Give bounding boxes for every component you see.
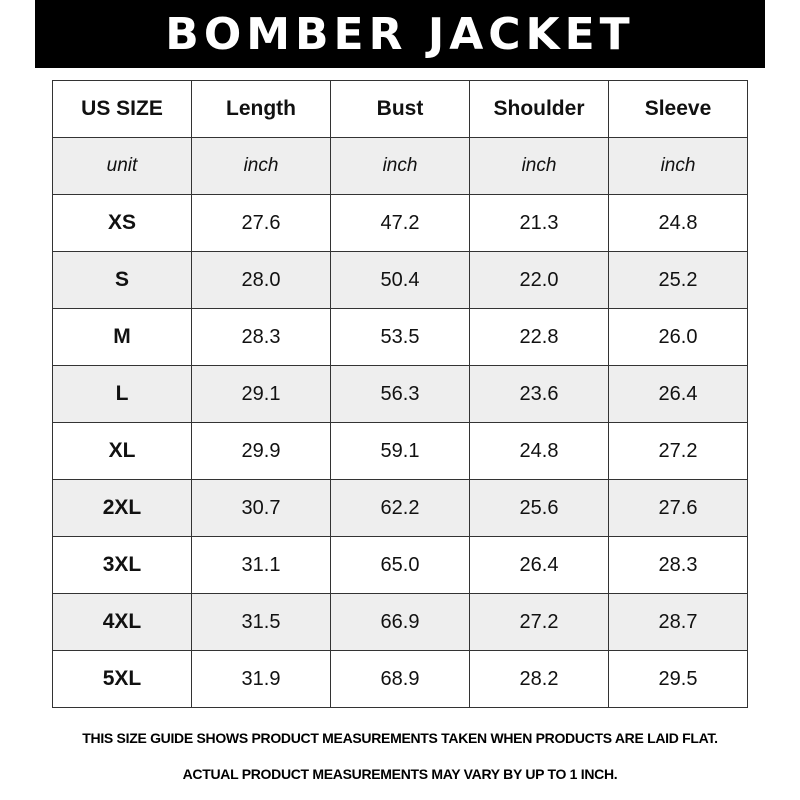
measurement-cell: 27.6	[191, 194, 331, 252]
table-row: XS 27.6 47.2 21.3 24.8	[52, 194, 748, 252]
measurement-cell: 29.9	[191, 422, 331, 480]
measurement-cell: 28.7	[608, 593, 748, 651]
unit-row: unit inch inch inch inch	[52, 137, 748, 195]
table-row: S 28.0 50.4 22.0 25.2	[52, 251, 748, 309]
measurement-cell: 30.7	[191, 479, 331, 537]
measurement-cell: 21.3	[469, 194, 609, 252]
column-header: Length	[191, 80, 331, 138]
header-row: US SIZE Length Bust Shoulder Sleeve	[52, 80, 748, 138]
measurement-cell: 62.2	[330, 479, 470, 537]
measurement-cell: 25.6	[469, 479, 609, 537]
measurement-cell: 47.2	[330, 194, 470, 252]
size-cell: S	[52, 251, 192, 309]
measurement-cell: 28.0	[191, 251, 331, 309]
table-row: 5XL 31.9 68.9 28.2 29.5	[52, 650, 748, 708]
title-banner: BOMBER JACKET	[35, 0, 765, 68]
table-row: 4XL 31.5 66.9 27.2 28.7	[52, 593, 748, 651]
size-cell: XS	[52, 194, 192, 252]
size-cell: M	[52, 308, 192, 366]
measurement-cell: 66.9	[330, 593, 470, 651]
size-cell: 4XL	[52, 593, 192, 651]
measurement-cell: 59.1	[330, 422, 470, 480]
column-header: Sleeve	[608, 80, 748, 138]
measurement-cell: 28.3	[191, 308, 331, 366]
size-cell: 3XL	[52, 536, 192, 594]
measurement-cell: 65.0	[330, 536, 470, 594]
measurement-cell: 22.0	[469, 251, 609, 309]
size-cell: L	[52, 365, 192, 423]
unit-cell: unit	[52, 137, 192, 195]
table-row: L 29.1 56.3 23.6 26.4	[52, 365, 748, 423]
measurement-cell: 22.8	[469, 308, 609, 366]
measurement-cell: 56.3	[330, 365, 470, 423]
measurement-cell: 24.8	[469, 422, 609, 480]
footnote-line-1: THIS SIZE GUIDE SHOWS PRODUCT MEASUREMEN…	[82, 730, 718, 746]
measurement-cell: 50.4	[330, 251, 470, 309]
measurement-cell: 23.6	[469, 365, 609, 423]
column-header: Bust	[330, 80, 470, 138]
measurement-cell: 31.9	[191, 650, 331, 708]
measurement-cell: 29.5	[608, 650, 748, 708]
measurement-cell: 24.8	[608, 194, 748, 252]
table-row: M 28.3 53.5 22.8 26.0	[52, 308, 748, 366]
measurement-cell: 27.2	[608, 422, 748, 480]
unit-cell: inch	[330, 137, 470, 195]
unit-cell: inch	[469, 137, 609, 195]
measurement-cell: 27.6	[608, 479, 748, 537]
measurement-cell: 31.1	[191, 536, 331, 594]
measurement-cell: 27.2	[469, 593, 609, 651]
measurement-cell: 53.5	[330, 308, 470, 366]
unit-cell: inch	[191, 137, 331, 195]
measurement-cell: 29.1	[191, 365, 331, 423]
measurement-cell: 26.4	[469, 536, 609, 594]
measurement-cell: 25.2	[608, 251, 748, 309]
measurement-cell: 31.5	[191, 593, 331, 651]
table-row: XL 29.9 59.1 24.8 27.2	[52, 422, 748, 480]
size-cell: 5XL	[52, 650, 192, 708]
footnote-line-2: ACTUAL PRODUCT MEASUREMENTS MAY VARY BY …	[182, 766, 618, 782]
table-row: 3XL 31.1 65.0 26.4 28.3	[52, 536, 748, 594]
measurement-cell: 26.4	[608, 365, 748, 423]
measurement-cell: 26.0	[608, 308, 748, 366]
measurement-cell: 28.2	[469, 650, 609, 708]
unit-cell: inch	[608, 137, 748, 195]
column-header: US SIZE	[52, 80, 192, 138]
size-cell: XL	[52, 422, 192, 480]
size-cell: 2XL	[52, 479, 192, 537]
size-chart-table: US SIZE Length Bust Shoulder Sleeve unit…	[52, 80, 748, 708]
page-title: BOMBER JACKET	[165, 8, 635, 60]
table-row: 2XL 30.7 62.2 25.6 27.6	[52, 479, 748, 537]
measurement-cell: 28.3	[608, 536, 748, 594]
column-header: Shoulder	[469, 80, 609, 138]
measurement-cell: 68.9	[330, 650, 470, 708]
